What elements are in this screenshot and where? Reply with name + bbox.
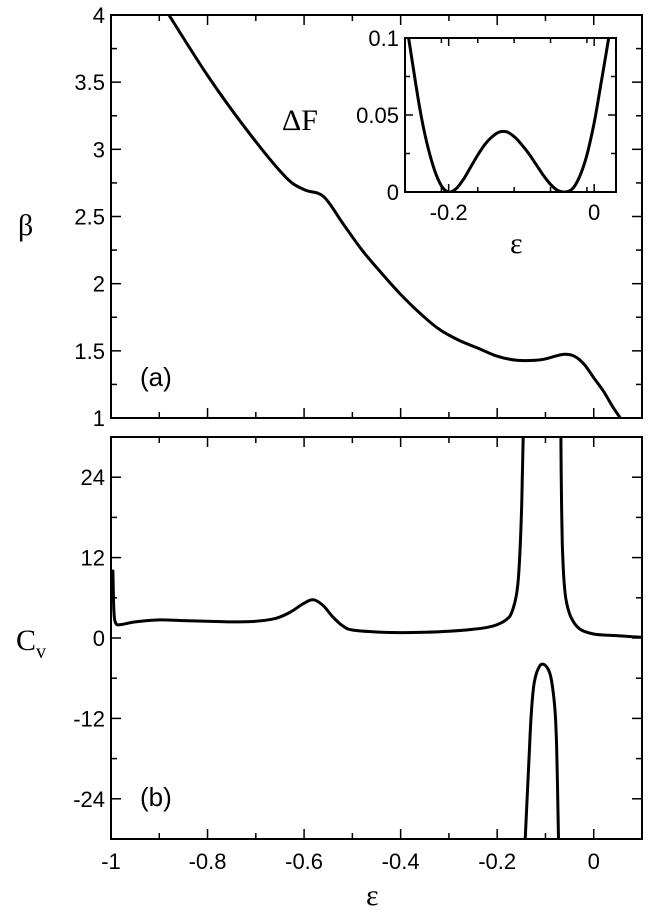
y-tick-label: -12 xyxy=(73,706,105,731)
panel-b-series-line-1 xyxy=(523,662,560,839)
panel-b-tag: (b) xyxy=(140,782,172,812)
beta-axis-label: β xyxy=(18,209,33,242)
curves-layer xyxy=(111,15,642,839)
x-tick-label: -0.4 xyxy=(382,849,420,874)
panel-a-tag: (a) xyxy=(140,362,172,392)
y-tick-label: 0 xyxy=(93,626,105,651)
y-tick-label: 2 xyxy=(93,272,105,297)
cv-axis-label: Cv xyxy=(16,624,46,663)
tick-labels-layer: 1 1.5 2 2.5 3 3.5 4 0 0.05 0.1 -0.2 0 -24 -12 0 12 24 -1 -… xyxy=(73,3,600,874)
panel-b-series-line-2 xyxy=(559,437,642,639)
x-tick-label: 0 xyxy=(588,200,600,225)
epsilon-axis-label: ε xyxy=(366,879,379,912)
panel-b-series-line-0 xyxy=(111,437,525,635)
y-tick-label: 1 xyxy=(93,406,105,431)
x-tick-label: -0.2 xyxy=(478,849,516,874)
x-tick-label: -0.2 xyxy=(430,200,468,225)
inset-deltaf-label: ΔF xyxy=(282,104,318,137)
inset-epsilon-label: ε xyxy=(510,227,523,260)
y-tick-label: 24 xyxy=(81,465,105,490)
x-tick-label: -0.6 xyxy=(285,849,323,874)
y-tick-label: 3.5 xyxy=(74,70,105,95)
x-tick-label: -1 xyxy=(101,849,121,874)
cv-axis-label-sub: v xyxy=(36,641,46,663)
inset-series-line-0 xyxy=(407,38,611,192)
y-tick-label: 0 xyxy=(387,180,399,205)
inset-frame xyxy=(404,37,617,193)
y-tick-label: 12 xyxy=(81,546,105,571)
y-tick-label: 1.5 xyxy=(74,339,105,364)
x-tick-label: -0.8 xyxy=(189,849,227,874)
panel-a-series-line-0 xyxy=(167,15,622,418)
y-tick-label: 0.1 xyxy=(368,26,399,51)
x-tick-label: 0 xyxy=(588,849,600,874)
cv-axis-label-main: C xyxy=(16,624,36,657)
y-tick-label: 0.05 xyxy=(356,103,399,128)
y-tick-label: -24 xyxy=(73,787,105,812)
y-tick-label: 3 xyxy=(93,137,105,162)
ticks-layer xyxy=(110,14,642,839)
panel-a-frame xyxy=(110,14,643,419)
y-tick-label: 2.5 xyxy=(74,205,105,230)
y-tick-label: 4 xyxy=(93,3,105,28)
